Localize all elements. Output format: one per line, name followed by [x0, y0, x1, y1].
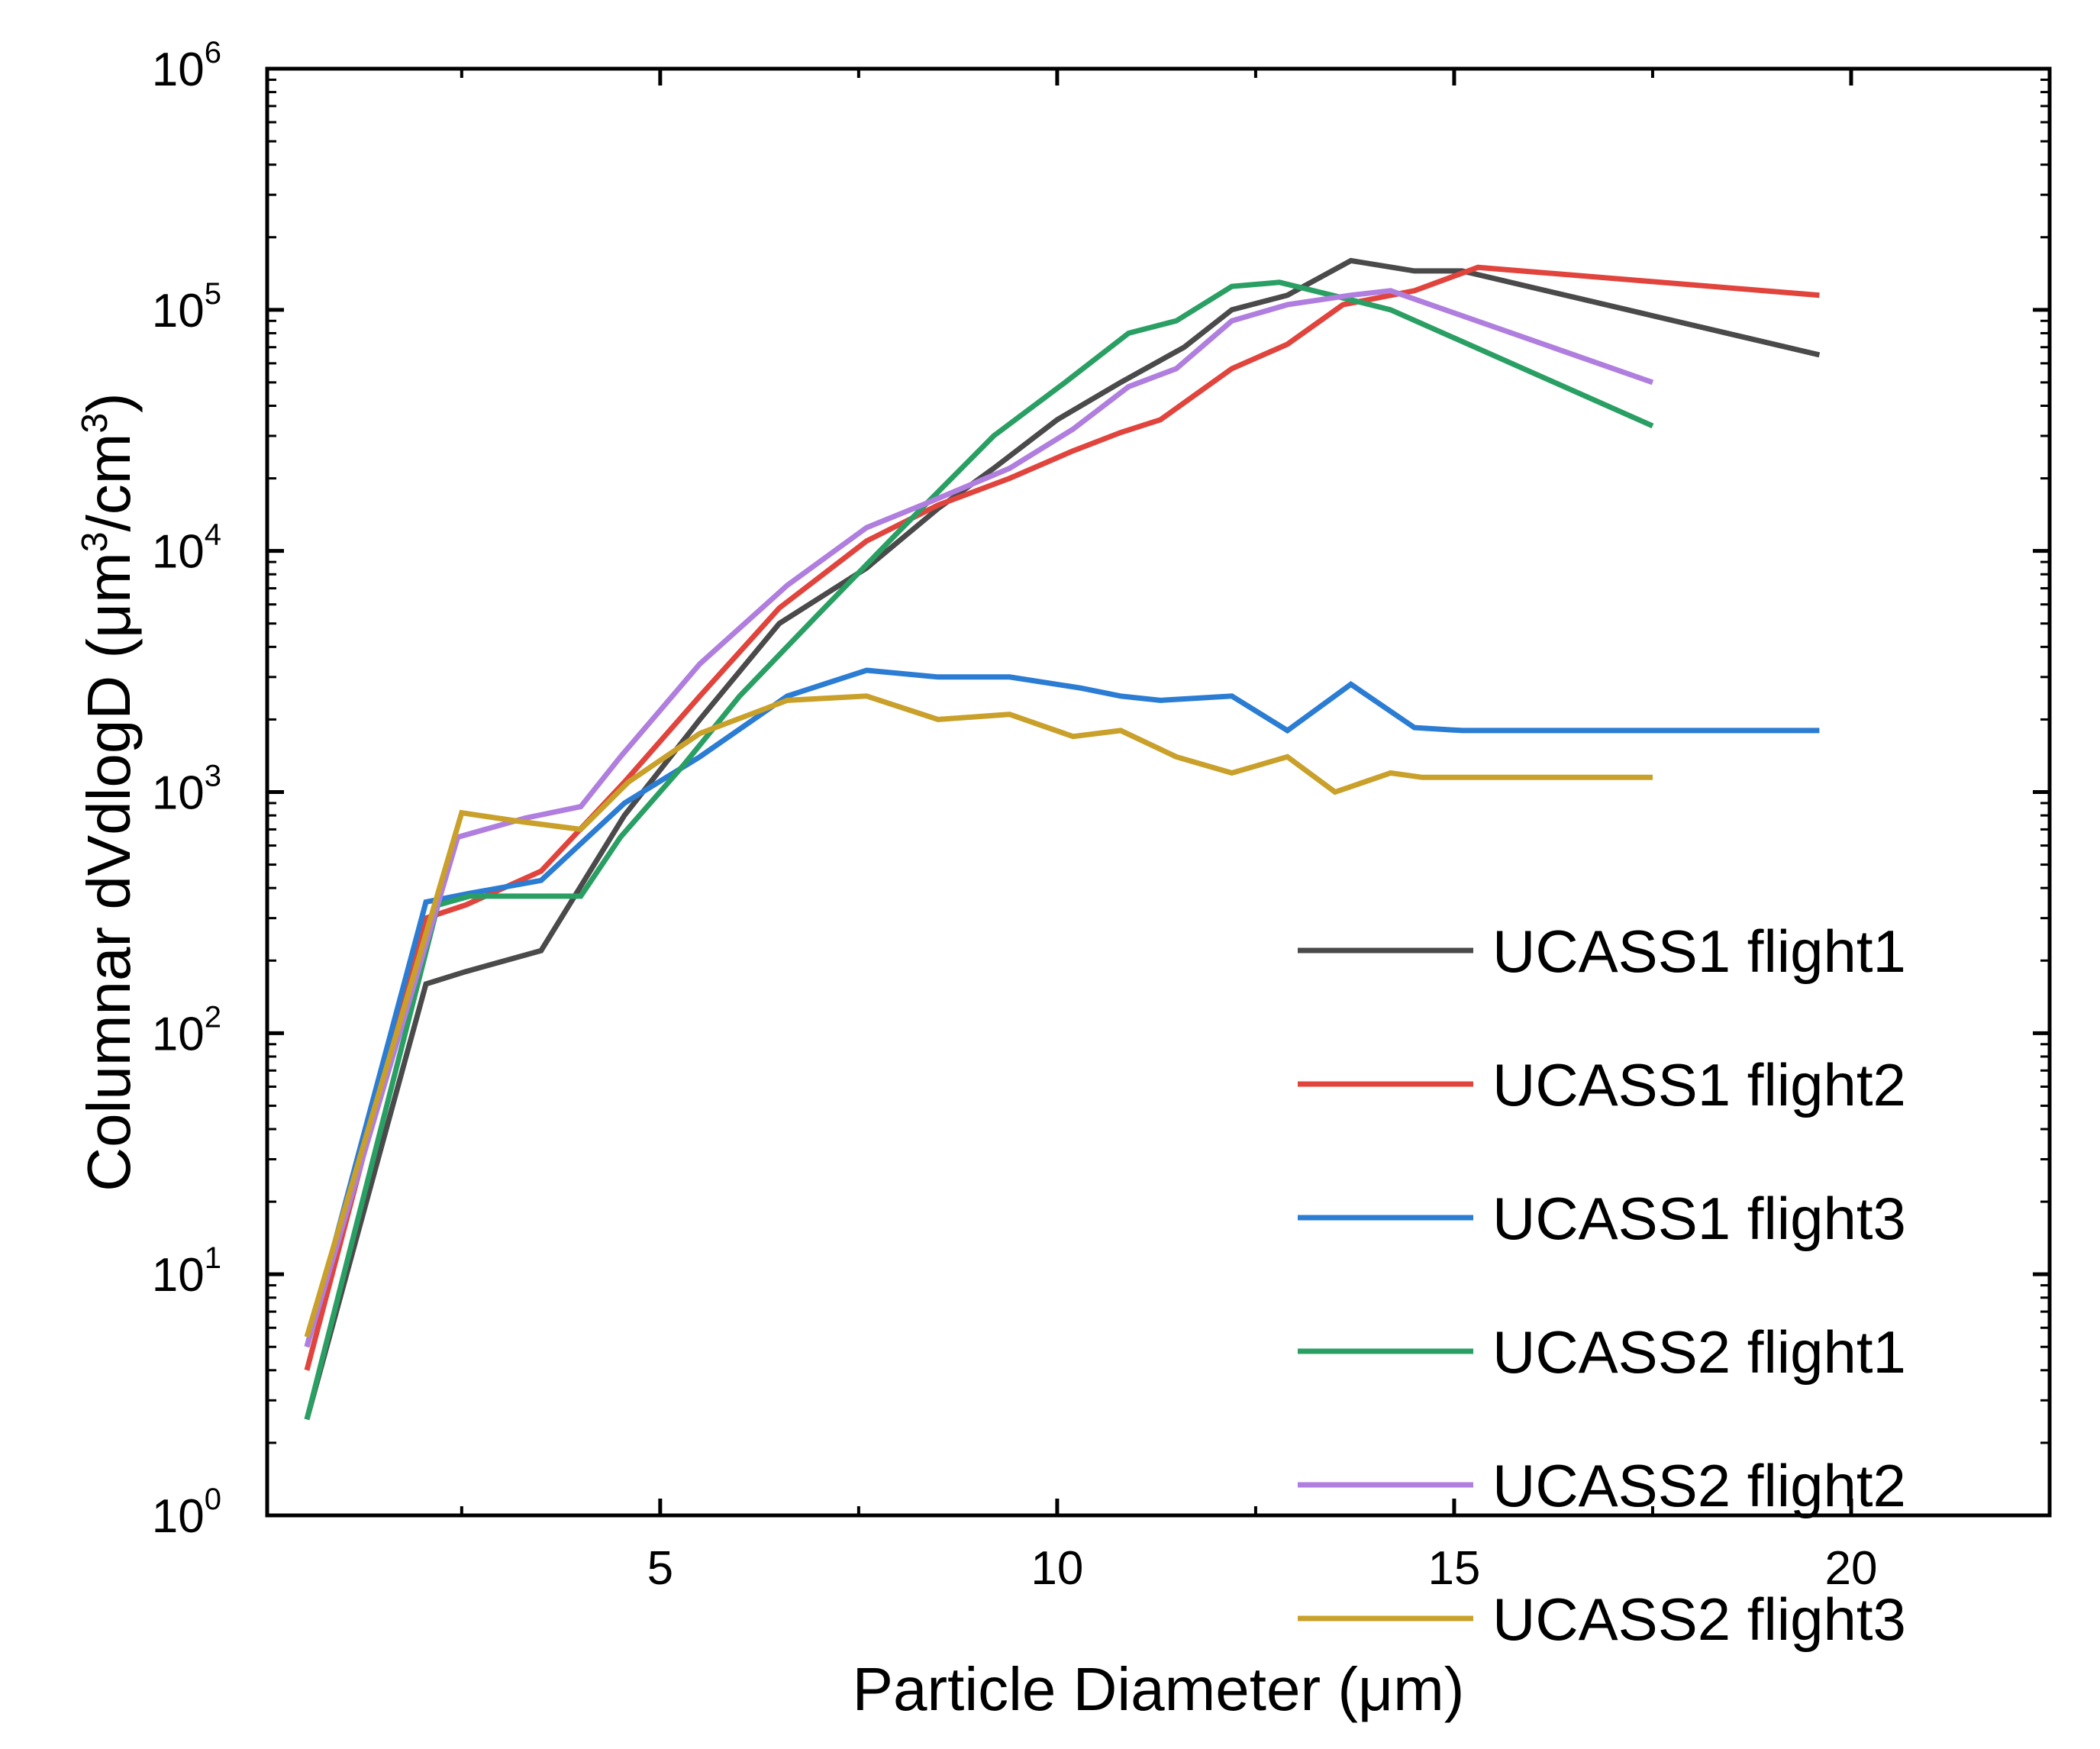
series-lines	[304, 257, 1821, 1421]
series-line-ucass1-flight1	[304, 257, 1821, 1421]
x-tick-label: 5	[647, 1542, 673, 1595]
legend-label: UCASS2 flight1	[1492, 1318, 1906, 1386]
x-tick-label: 15	[1427, 1542, 1480, 1595]
y-axis-title-sup1: 3	[75, 532, 115, 553]
legend-label: UCASS1 flight1	[1492, 918, 1906, 985]
legend-label: UCASS1 flight2	[1492, 1051, 1906, 1118]
x-tick-label: 10	[1031, 1542, 1083, 1595]
y-axis-title: Columnar dVdlogD (μm3/cm3)	[75, 392, 143, 1191]
y-axis-title-end: )	[75, 392, 143, 413]
axis-ticks	[267, 66, 2050, 1518]
series-line-ucass2-flight1	[304, 279, 1654, 1421]
series-line-ucass2-flight2	[304, 288, 1654, 1348]
x-axis-title: Particle Diameter (μm)	[853, 1655, 1465, 1723]
x-tick-labels: 5 10 15 20	[647, 1542, 1878, 1595]
y-tick-labels: 100 101 102 103 104 105 106	[152, 36, 221, 1543]
y-axis-title-mid: /cm	[75, 434, 143, 532]
x-tick-label: 20	[1824, 1542, 1877, 1595]
y-axis-title-sup2: 3	[75, 413, 115, 434]
legend-label: UCASS1 flight3	[1492, 1185, 1906, 1252]
y-tick-label: 101	[152, 1241, 221, 1302]
series-line-ucass2-flight3	[304, 693, 1653, 1338]
y-tick-label: 102	[152, 1000, 221, 1060]
y-axis-title-main: Columnar dVdlogD (μm	[75, 552, 143, 1192]
y-tick-label: 105	[152, 277, 221, 337]
y-tick-label: 106	[152, 36, 221, 96]
legend-label: UCASS2 flight2	[1492, 1452, 1906, 1519]
y-tick-label: 104	[152, 518, 221, 579]
plot-area-frame	[265, 66, 2052, 1518]
y-tick-label: 100	[152, 1483, 221, 1543]
y-tick-label: 103	[152, 760, 221, 820]
legend: UCASS1 flight1 UCASS1 flight2 UCASS1 fligh…	[1298, 918, 1906, 1653]
legend-label: UCASS2 flight3	[1492, 1586, 1906, 1653]
series-line-ucass1-flight2	[304, 264, 1820, 1371]
series-line-ucass1-flight3	[304, 667, 1820, 1348]
